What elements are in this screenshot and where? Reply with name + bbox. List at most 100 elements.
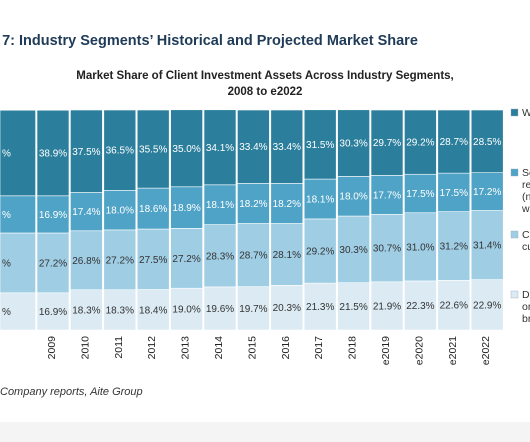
data-label-partial: %	[2, 149, 11, 160]
data-label: 27.5%	[139, 255, 167, 266]
data-label: 28.7%	[239, 251, 267, 262]
chart-title-line2: 2008 to e2022	[227, 86, 303, 98]
bar-partial-left	[0, 292, 36, 331]
bar-segment	[470, 172, 504, 211]
data-label: 28.7%	[440, 137, 468, 148]
data-label: 18.9%	[172, 203, 200, 214]
x-tick-label: 2009	[46, 336, 58, 360]
data-label: 29.2%	[406, 138, 434, 149]
bar-segment	[437, 279, 471, 331]
data-label: 38.9%	[39, 149, 67, 160]
data-label: 26.8%	[72, 256, 100, 267]
bar-segment	[404, 212, 437, 282]
data-label-partial: %	[2, 210, 11, 221]
bar-segment	[470, 279, 504, 331]
data-label: 18.6%	[139, 204, 167, 215]
data-label: 22.6%	[440, 301, 468, 312]
bar-segment	[404, 173, 437, 214]
bar-segment	[70, 109, 103, 193]
data-label: 21.3%	[306, 302, 334, 313]
bar-segment	[404, 280, 437, 331]
bar-segment	[337, 176, 370, 217]
bar-partial-left	[0, 109, 36, 197]
bar-segment	[103, 229, 137, 291]
data-label: 19.7%	[239, 304, 267, 315]
x-tick-label: 2014	[213, 336, 225, 360]
bar-segment	[36, 109, 70, 197]
legend-label: retail br	[522, 179, 530, 191]
x-tick-label: 2017	[313, 336, 325, 360]
legend-label: online	[522, 301, 530, 313]
data-label: 30.7%	[373, 244, 401, 255]
data-label: 31.0%	[406, 242, 434, 253]
x-tick-label: 2013	[180, 336, 192, 360]
data-label: 16.9%	[39, 307, 67, 318]
data-labels-group: %%%% 16.9% 27.2% 16.9% 38.9% 18.3% 26.8% 17.4% 3…	[2, 137, 501, 318]
data-label: 17.2%	[473, 187, 501, 198]
data-label: 17.5%	[440, 188, 468, 199]
data-label: 18.2%	[239, 199, 267, 210]
bar-segment	[303, 218, 337, 284]
data-label: 35.5%	[139, 145, 167, 156]
bar-segment	[237, 286, 270, 331]
data-label-partial: %	[2, 307, 11, 318]
bar-segment	[136, 187, 170, 230]
data-label: 29.2%	[306, 247, 334, 258]
data-label: 17.4%	[72, 207, 100, 218]
x-tick-label: 2011	[113, 336, 125, 359]
data-label: 18.2%	[273, 199, 301, 210]
legend-label: Discou	[522, 289, 530, 301]
data-label: 27.2%	[172, 254, 200, 265]
bar-segment	[337, 215, 370, 283]
data-label: 31.2%	[440, 241, 468, 252]
bar-segment	[203, 109, 237, 186]
data-label: 31.5%	[306, 140, 334, 151]
figure-source: Company reports, Aite Group	[0, 386, 143, 398]
data-label: 19.0%	[172, 305, 200, 316]
data-label: 18.3%	[72, 305, 100, 316]
bar-segment	[303, 178, 337, 220]
bar-segment	[237, 223, 270, 287]
data-label: 16.9%	[39, 210, 67, 221]
bars-group	[0, 109, 504, 331]
legend-label: (non-	[522, 191, 530, 203]
x-tick-label: 2018	[347, 336, 359, 360]
data-label: 34.1%	[206, 143, 234, 154]
x-tick-label: 2010	[79, 336, 91, 360]
bar-segment	[270, 109, 304, 184]
x-tick-label: e2022	[480, 336, 492, 365]
bar-segment	[270, 183, 304, 224]
data-label: 28.3%	[206, 251, 234, 262]
bar-segment	[203, 184, 237, 225]
legend-swatch	[510, 230, 519, 239]
legend-swatch	[510, 290, 519, 299]
data-label: 19.6%	[206, 304, 234, 315]
bar-segment	[437, 211, 471, 281]
legend-label: wirehou	[521, 203, 530, 215]
bar-segment	[170, 109, 203, 188]
data-label: 18.3%	[106, 305, 134, 316]
data-label: 21.9%	[373, 301, 401, 312]
bar-segment	[237, 183, 270, 224]
x-tick-label: e2020	[413, 336, 425, 365]
bar-segment	[337, 282, 370, 331]
data-label: 20.3%	[273, 303, 301, 314]
figure-title: e 7: Industry Segments’ Historical and P…	[0, 33, 418, 49]
bar-segment	[470, 109, 504, 174]
data-label: 36.5%	[106, 146, 134, 157]
bar-segment	[70, 289, 103, 331]
bar-segment	[203, 286, 237, 331]
bar-segment	[136, 109, 170, 189]
data-label: 18.1%	[306, 194, 334, 205]
data-label: 35.0%	[172, 144, 200, 155]
bar-segment	[103, 109, 137, 191]
data-label: 33.4%	[239, 142, 267, 153]
data-label: 30.3%	[339, 139, 367, 150]
chart-title-line1: Market Share of Client Investment Assets…	[76, 70, 454, 82]
data-label: 28.1%	[273, 250, 301, 261]
x-tick-label: 2015	[246, 336, 258, 360]
bar-segment	[437, 109, 471, 174]
figure-card: e 7: Industry Segments’ Historical and P…	[0, 0, 530, 422]
x-tick-label: e2019	[380, 336, 392, 365]
data-label: 27.2%	[39, 258, 67, 269]
